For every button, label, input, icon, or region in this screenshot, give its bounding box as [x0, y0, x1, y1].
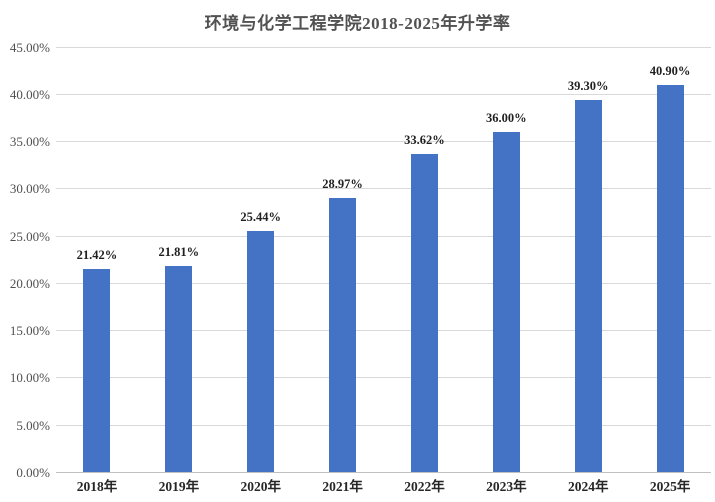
y-axis-tick-label: 15.00% — [9, 323, 50, 339]
chart-title: 环境与化学工程学院2018-2025年升学率 — [204, 14, 511, 33]
gridline — [56, 424, 711, 426]
bar — [656, 85, 684, 472]
bar — [410, 154, 438, 472]
x-axis-category-label: 2018年 — [76, 479, 118, 494]
x-axis-category-label: 2025年 — [649, 479, 691, 494]
bar-value-label: 21.42% — [76, 248, 118, 263]
gridline — [56, 330, 711, 332]
y-axis-tick-label: 35.00% — [9, 134, 50, 150]
bar-value-label: 25.44% — [240, 210, 281, 225]
gridline — [56, 141, 711, 143]
x-axis-category-label: 2020年 — [240, 479, 281, 494]
gridline — [56, 377, 711, 379]
x-axis-category-label: 2021年 — [322, 479, 363, 494]
x-axis-line — [56, 472, 711, 473]
bar-value-label: 39.30% — [567, 79, 609, 94]
bar-value-label: 28.97% — [322, 177, 363, 192]
x-axis-category-label: 2023年 — [486, 479, 527, 494]
gridline — [56, 235, 711, 237]
gridline — [56, 46, 711, 48]
x-axis-category-label: 2024年 — [567, 479, 609, 494]
y-axis-tick-label: 10.00% — [9, 370, 50, 386]
bar-value-label: 36.00% — [486, 110, 527, 125]
y-axis-tick-label: 45.00% — [9, 39, 50, 55]
y-axis-tick-label: 40.00% — [9, 86, 50, 102]
bar — [492, 131, 520, 472]
x-axis-category-label: 2019年 — [158, 479, 200, 494]
bar-value-label: 21.81% — [158, 244, 200, 259]
bar — [329, 198, 357, 472]
bar — [83, 269, 111, 472]
bar — [165, 265, 193, 472]
gridline — [56, 282, 711, 284]
gridline — [56, 188, 711, 190]
x-axis-category-label: 2022年 — [404, 479, 445, 494]
y-axis-tick-label: 5.00% — [16, 417, 50, 433]
y-axis-tick-label: 25.00% — [9, 228, 50, 244]
y-axis-tick-label: 30.00% — [9, 181, 50, 197]
bar-value-label: 40.90% — [649, 64, 691, 79]
bar — [574, 100, 602, 472]
gridline — [56, 93, 711, 95]
bar-value-label: 33.62% — [404, 133, 445, 148]
bar — [247, 231, 275, 472]
y-axis-tick-label: 20.00% — [9, 275, 50, 291]
y-axis-tick-label: 0.00% — [16, 465, 50, 480]
